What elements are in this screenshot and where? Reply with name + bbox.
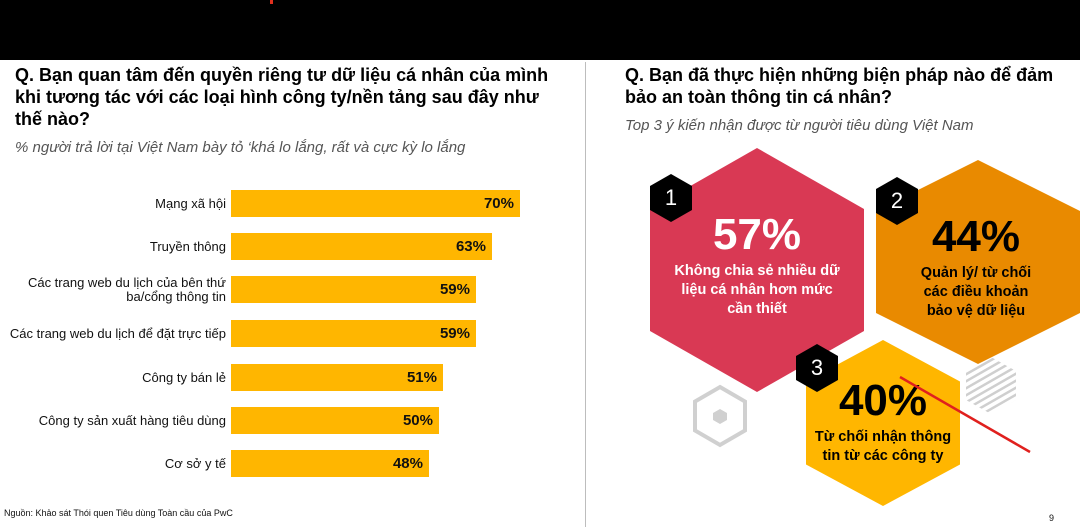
measure-hex-1-content: 57% Không chia sẻ nhiều dữ liệu cá nhân …	[660, 212, 854, 319]
bar-value: 63%	[455, 238, 486, 255]
bar: 59%	[231, 276, 476, 303]
measure-pct: 44%	[931, 212, 1021, 261]
rank-badge: 1	[650, 174, 692, 222]
bar-label: Các trang web du lịch của bên thứ ba/cổn…	[27, 275, 226, 304]
bar-row: Các trang web du lịch để đặt trực tiếp 5…	[0, 319, 560, 349]
bar: 70%	[231, 190, 520, 217]
bar-row: Công ty bán lẻ 51%	[0, 363, 560, 393]
bar: 59%	[231, 320, 476, 347]
bar: 50%	[231, 407, 439, 434]
source-note: Nguồn: Khảo sát Thói quen Tiêu dùng Toàn…	[4, 508, 233, 518]
panel-divider	[585, 62, 586, 527]
bar-label: Công ty sản xuất hàng tiêu dùng	[38, 413, 226, 428]
measure-desc: Từ chối nhận thông tin từ các công ty	[814, 429, 952, 464]
right-question-title: Q. Bạn đã thực hiện những biện pháp nào …	[625, 65, 1054, 107]
bar-value: 48%	[392, 455, 423, 472]
red-mark	[270, 0, 273, 4]
bar-value: 51%	[406, 369, 437, 386]
bar-value: 50%	[402, 412, 433, 429]
red-annotation-line	[899, 375, 1031, 454]
bar-label: Truyền thông	[149, 239, 226, 254]
bar-label: Cơ sở y tế	[164, 456, 226, 471]
bar-value: 59%	[439, 325, 470, 342]
bar: 48%	[231, 450, 429, 477]
rank-badge: 3	[796, 344, 838, 392]
measure-pct: 57%	[712, 210, 802, 259]
right-question-subtitle: Top 3 ý kiến nhận được từ người tiêu dùn…	[625, 117, 974, 134]
bar-row: Công ty sản xuất hàng tiêu dùng 50%	[0, 406, 560, 436]
bar-label: Các trang web du lịch để đặt trực tiếp	[9, 326, 226, 341]
bar-row: Cơ sở y tế 48%	[0, 449, 560, 479]
bar-row: Các trang web du lịch của bên thứ ba/cổn…	[0, 275, 560, 305]
bar-value: 59%	[439, 281, 470, 298]
left-question-subtitle: % người trả lời tại Việt Nam bày tỏ ‘khá…	[15, 139, 466, 156]
top-bar	[0, 0, 1080, 60]
bar-label: Mạng xã hội	[155, 196, 226, 211]
measure-hex-2-content: 44% Quản lý/ từ chối các điều khoản bảo …	[892, 214, 1060, 321]
page-number: 9	[1049, 513, 1055, 523]
bar: 51%	[231, 364, 443, 391]
measure-desc: Quản lý/ từ chối các điều khoản bảo vệ d…	[920, 265, 1032, 319]
rank-badge: 2	[876, 177, 918, 225]
measure-desc: Không chia sẻ nhiều dữ liệu cá nhân hơn …	[674, 263, 840, 317]
bar-row: Mạng xã hội 70%	[0, 189, 560, 219]
bar-row: Truyền thông 63%	[0, 232, 560, 262]
bar: 63%	[231, 233, 492, 260]
bar-label: Công ty bán lẻ	[142, 370, 226, 385]
bar-value: 70%	[483, 195, 514, 212]
left-question-title: Q. Bạn quan tâm đến quyền riêng tư dữ li…	[15, 65, 549, 129]
hexagon-outline-icon	[693, 384, 747, 448]
